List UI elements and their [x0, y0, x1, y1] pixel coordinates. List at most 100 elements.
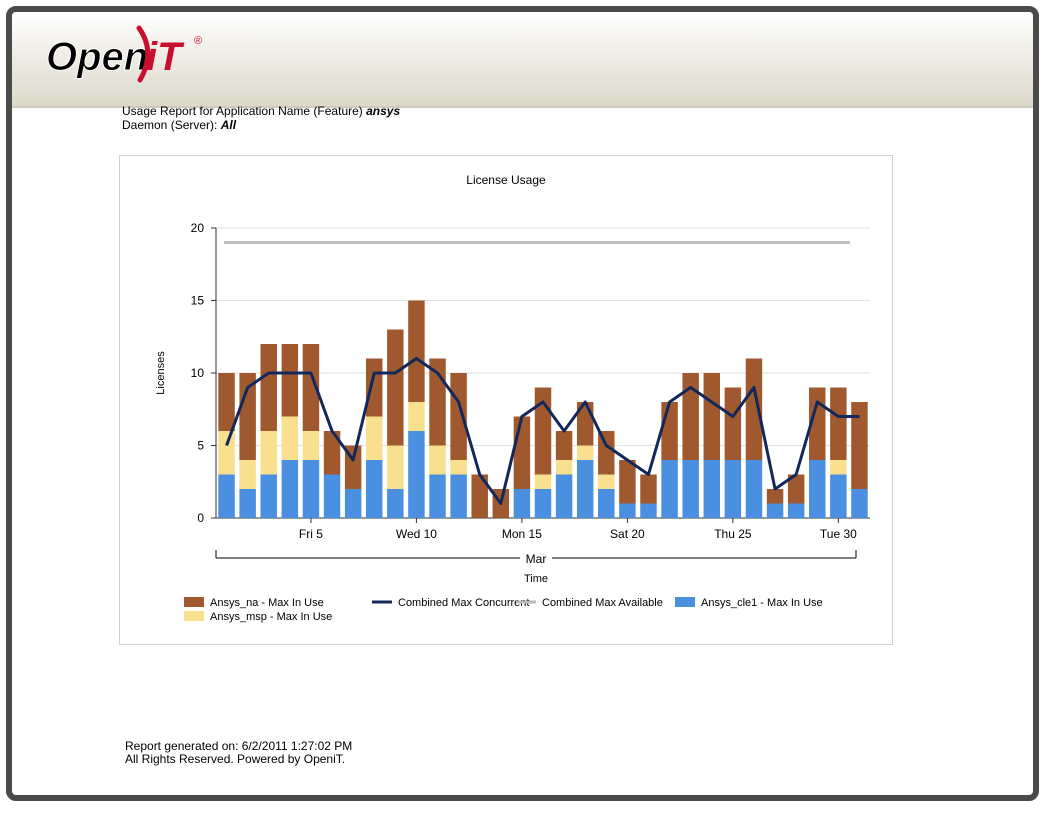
- report-meta: Usage Report for Application Name (Featu…: [122, 104, 400, 132]
- bar-ansys-na-max-in-use: [387, 329, 404, 446]
- bar-ansys-msp-max-in-use: [281, 416, 299, 460]
- bar-ansys-msp-max-in-use: [450, 460, 467, 475]
- bar-ansys-cle1-max-in-use: [809, 460, 826, 518]
- bar-ansys-na-max-in-use: [682, 373, 699, 460]
- y-tick-label: 15: [191, 294, 205, 308]
- x-tick-label: Mon 15: [502, 527, 542, 541]
- legend-label: Combined Max Concurrent: [398, 597, 529, 609]
- bar-ansys-cle1-max-in-use: [323, 474, 341, 518]
- bar-ansys-msp-max-in-use: [387, 445, 404, 489]
- logo-it-text: iT: [146, 35, 185, 79]
- line-combined-max-concurrent: [225, 357, 860, 505]
- bar-ansys-cle1-max-in-use: [344, 489, 362, 518]
- bar-ansys-msp-max-in-use: [239, 460, 256, 489]
- bar-ansys-cle1-max-in-use: [302, 460, 320, 518]
- report-header: Open iT ®: [12, 12, 1033, 108]
- bar-ansys-cle1-max-in-use: [281, 460, 299, 518]
- bar-ansys-cle1-max-in-use: [387, 489, 404, 518]
- bar-ansys-cle1-max-in-use: [745, 460, 763, 518]
- report-generated-text: Report generated on: 6/2/2011 1:27:02 PM: [125, 739, 353, 753]
- legend-label: Combined Max Available: [542, 597, 663, 609]
- bar-ansys-msp-max-in-use: [830, 460, 847, 475]
- bar-ansys-na-max-in-use: [640, 474, 657, 504]
- legend-label: Ansys_cle1 - Max In Use: [701, 597, 823, 609]
- bar-ansys-cle1-max-in-use: [640, 503, 657, 518]
- legend-label: Ansys_msp - Max In Use: [210, 611, 332, 623]
- bar-ansys-na-max-in-use: [745, 358, 763, 460]
- chart-svg: 0 5 10 15 20 Licenses Fri 5 Wed 10 Mon 15 Sat 20 T…: [155, 221, 870, 623]
- chart-title: License Usage: [466, 173, 546, 187]
- report-daemon-value: All: [220, 118, 237, 132]
- y-tick-label: 10: [191, 366, 205, 380]
- bar-ansys-cle1-max-in-use: [239, 489, 256, 518]
- report-rights-text: All Rights Reserved. Powered by OpeniT.: [125, 752, 346, 766]
- bar-ansys-cle1-max-in-use: [513, 489, 531, 518]
- x-tick-label: Tue 30: [820, 527, 857, 541]
- openit-logo: Open iT ®: [44, 22, 224, 92]
- y-tick-label: 20: [191, 221, 205, 235]
- x-group-label: Mar: [526, 552, 547, 566]
- report-daemon-label: Daemon (Server):: [122, 118, 221, 132]
- report-footer: Report generated on: 6/2/2011 1:27:02 PM…: [125, 740, 352, 766]
- bar-ansys-na-max-in-use: [323, 431, 341, 475]
- bar-ansys-na-max-in-use: [555, 431, 573, 460]
- bar-ansys-cle1-max-in-use: [851, 489, 868, 518]
- bar-ansys-na-max-in-use: [260, 344, 277, 431]
- bar-ansys-na-max-in-use: [408, 300, 425, 402]
- report-application-line: Usage Report for Application Name (Featu…: [122, 104, 400, 118]
- logo-arc-icon: [136, 25, 151, 83]
- report-application-label: Usage Report for Application Name (Featu…: [122, 104, 367, 118]
- bar-ansys-cle1-max-in-use: [724, 460, 742, 518]
- bar-ansys-cle1-max-in-use: [830, 474, 847, 518]
- y-axis-title: Licenses: [155, 351, 167, 395]
- bar-ansys-na-max-in-use: [703, 373, 721, 460]
- legend-swatch: [184, 597, 204, 607]
- license-usage-chart: 0 5 10 15 20 Licenses Fri 5 Wed 10 Mon 15 Sat 20 T…: [119, 155, 893, 645]
- bar-ansys-na-max-in-use: [787, 474, 805, 504]
- logo-registered-mark: ®: [194, 35, 202, 47]
- bar-ansys-cle1-max-in-use: [218, 474, 235, 518]
- x-tick-label: Sat 20: [610, 527, 645, 541]
- logo-open-text: Open: [46, 35, 148, 79]
- bar-ansys-msp-max-in-use: [576, 445, 594, 460]
- bar-ansys-msp-max-in-use: [302, 431, 320, 460]
- bar-ansys-na-max-in-use: [471, 474, 488, 518]
- bar-ansys-msp-max-in-use: [218, 431, 235, 475]
- bar-ansys-na-max-in-use: [365, 358, 383, 417]
- bar-ansys-msp-max-in-use: [260, 431, 277, 475]
- bar-ansys-na-max-in-use: [724, 387, 742, 460]
- openit-logo-graphic: Open iT ®: [46, 25, 202, 83]
- bar-ansys-cle1-max-in-use: [260, 474, 277, 518]
- bar-ansys-na-max-in-use: [281, 344, 299, 417]
- bar-ansys-na-max-in-use: [218, 373, 235, 431]
- x-tick-label: Fri 5: [299, 527, 323, 541]
- bar-ansys-na-max-in-use: [661, 402, 678, 460]
- bar-ansys-cle1-max-in-use: [429, 474, 446, 518]
- bar-ansys-cle1-max-in-use: [682, 460, 699, 518]
- bar-ansys-na-max-in-use: [513, 416, 531, 489]
- report-daemon-line: Daemon (Server): All: [122, 118, 400, 132]
- bar-ansys-na-max-in-use: [766, 489, 784, 504]
- bar-ansys-cle1-max-in-use: [534, 489, 552, 518]
- bar-ansys-cle1-max-in-use: [555, 474, 573, 518]
- x-tick-label: Thu 25: [714, 527, 752, 541]
- bar-ansys-na-max-in-use: [598, 431, 615, 475]
- bar-ansys-cle1-max-in-use: [450, 474, 467, 518]
- bar-ansys-msp-max-in-use: [365, 416, 383, 460]
- x-tick-label: Wed 10: [396, 527, 437, 541]
- legend-swatch: [184, 611, 204, 621]
- report-application-value: ansys: [366, 104, 401, 118]
- y-tick-label: 5: [197, 439, 204, 453]
- bar-ansys-msp-max-in-use: [598, 474, 615, 489]
- bar-ansys-cle1-max-in-use: [598, 489, 615, 518]
- bar-ansys-na-max-in-use: [830, 387, 847, 460]
- bar-ansys-na-max-in-use: [619, 460, 636, 504]
- bar-ansys-na-max-in-use: [851, 402, 868, 489]
- bar-ansys-cle1-max-in-use: [365, 460, 383, 518]
- bar-ansys-msp-max-in-use: [555, 460, 573, 475]
- x-group-label-bg: [520, 549, 552, 565]
- bar-ansys-cle1-max-in-use: [703, 460, 721, 518]
- x-axis-title: Time: [524, 573, 548, 585]
- bar-ansys-cle1-max-in-use: [619, 503, 636, 518]
- bar-ansys-cle1-max-in-use: [766, 503, 784, 518]
